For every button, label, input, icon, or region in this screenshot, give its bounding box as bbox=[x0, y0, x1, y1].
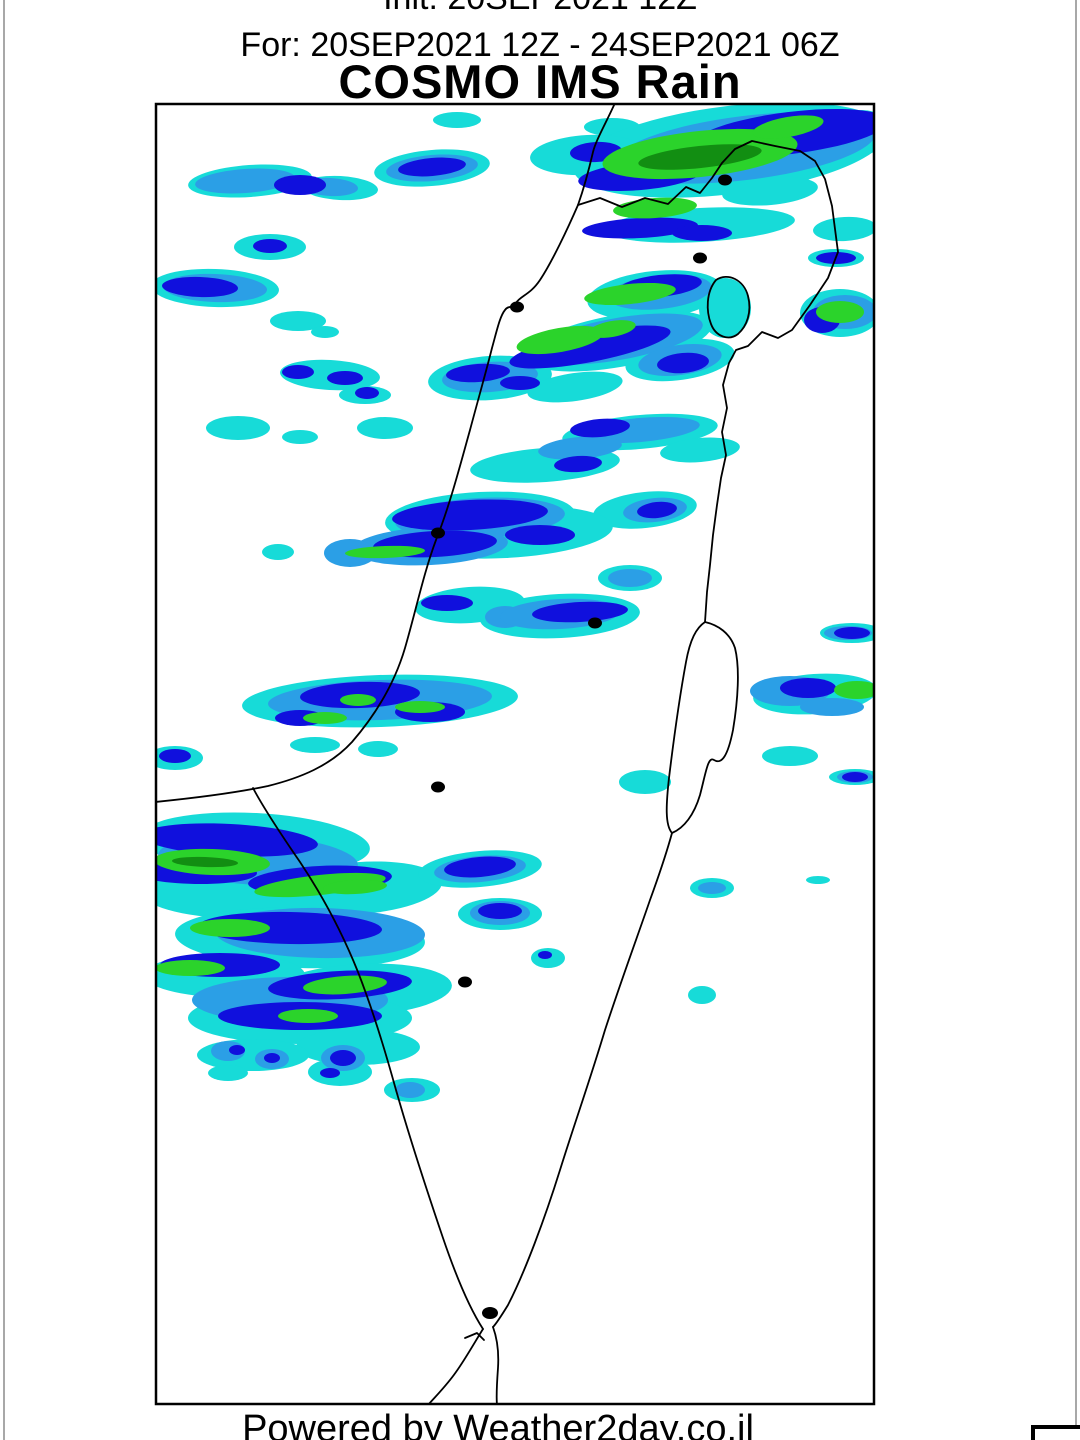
forecast-period-line: For: 20SEP2021 12Z - 24SEP2021 06Z bbox=[240, 26, 840, 64]
page-left-edge bbox=[3, 0, 5, 1440]
page-title: COSMO IMS Rain bbox=[338, 55, 742, 108]
city-dot bbox=[588, 617, 602, 629]
eilat-tip bbox=[464, 1332, 485, 1341]
coastline bbox=[157, 105, 616, 803]
gulf-west-shore bbox=[428, 1328, 484, 1403]
init-line: Init: 20SEP2021 12Z bbox=[0, 0, 1080, 18]
city-dot bbox=[718, 174, 732, 186]
city-dot bbox=[693, 252, 707, 264]
city-dot bbox=[431, 781, 445, 793]
city-dot bbox=[510, 301, 524, 313]
corner-box bbox=[1031, 1425, 1080, 1440]
city-dot bbox=[458, 976, 472, 988]
rain-layer-extreme bbox=[172, 144, 762, 868]
dead-sea-outline bbox=[665, 621, 739, 834]
city-dot bbox=[431, 527, 445, 539]
credit-line: Powered by Weather2day.co.il bbox=[242, 1408, 754, 1440]
sea-of-galilee-outline bbox=[706, 275, 751, 339]
map-frame bbox=[154, 102, 876, 1406]
page-right-edge bbox=[1075, 0, 1077, 1440]
arava-border bbox=[492, 832, 673, 1328]
geography bbox=[157, 105, 839, 1403]
egypt-border bbox=[252, 787, 484, 1330]
city-dots bbox=[431, 174, 732, 1319]
north-east-border bbox=[577, 140, 839, 623]
gulf-east-shore bbox=[492, 1326, 500, 1403]
city-dot bbox=[482, 1307, 498, 1319]
